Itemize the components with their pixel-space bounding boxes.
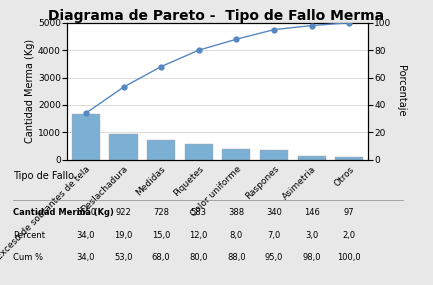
- Text: 1650: 1650: [75, 208, 97, 217]
- Text: Cum %: Cum %: [13, 253, 43, 262]
- Bar: [147, 140, 175, 160]
- Text: 34,0: 34,0: [77, 253, 95, 262]
- Text: 19,0: 19,0: [114, 231, 133, 240]
- Text: 146: 146: [304, 208, 320, 217]
- Text: 34,0: 34,0: [77, 231, 95, 240]
- Text: 53,0: 53,0: [114, 253, 133, 262]
- Bar: [110, 134, 138, 160]
- Text: 922: 922: [116, 208, 131, 217]
- Text: 97: 97: [344, 208, 355, 217]
- Text: 388: 388: [228, 208, 245, 217]
- Text: 98,0: 98,0: [302, 253, 321, 262]
- Text: 95,0: 95,0: [265, 253, 283, 262]
- Text: 2,0: 2,0: [343, 231, 356, 240]
- Text: 88,0: 88,0: [227, 253, 246, 262]
- Bar: [335, 157, 363, 160]
- Text: 583: 583: [191, 208, 207, 217]
- Bar: [184, 144, 213, 160]
- Text: Cantidad Merma (Kg): Cantidad Merma (Kg): [13, 208, 114, 217]
- Bar: [297, 156, 326, 160]
- Text: 3,0: 3,0: [305, 231, 318, 240]
- Text: 7,0: 7,0: [268, 231, 281, 240]
- Text: 80,0: 80,0: [190, 253, 208, 262]
- Text: 68,0: 68,0: [152, 253, 171, 262]
- Text: 8,0: 8,0: [230, 231, 243, 240]
- Text: Percent: Percent: [13, 231, 45, 240]
- Text: Diagrama de Pareto -  Tipo de Fallo Merma: Diagrama de Pareto - Tipo de Fallo Merma: [48, 9, 385, 23]
- Y-axis label: Cantidad Merma (Kg): Cantidad Merma (Kg): [25, 39, 35, 143]
- Bar: [72, 115, 100, 160]
- Text: Tipo de Fallo: Tipo de Fallo: [13, 171, 74, 181]
- Text: 100,0: 100,0: [337, 253, 361, 262]
- Bar: [260, 150, 288, 160]
- Text: 728: 728: [153, 208, 169, 217]
- Y-axis label: Porcentaje: Porcentaje: [396, 66, 406, 117]
- Text: 15,0: 15,0: [152, 231, 170, 240]
- Bar: [222, 149, 251, 160]
- Text: 12,0: 12,0: [190, 231, 208, 240]
- Text: 340: 340: [266, 208, 282, 217]
